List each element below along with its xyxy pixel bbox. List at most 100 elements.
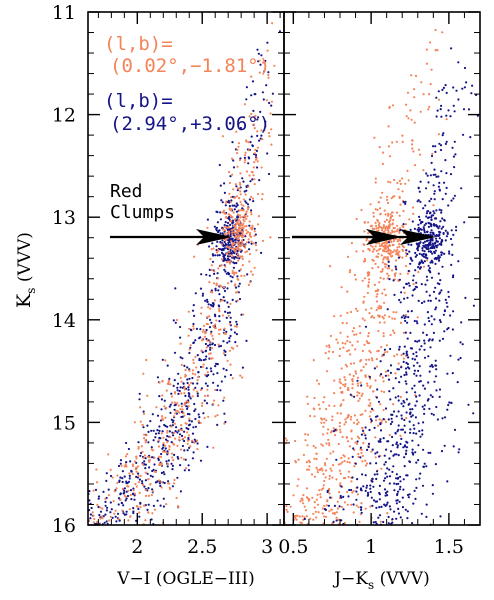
left-point-series-2 xyxy=(267,131,271,135)
right-point-series-2 xyxy=(411,448,414,451)
x-tick-label: 3 xyxy=(261,536,273,558)
right-point-series-2 xyxy=(444,229,447,232)
right-point-series-1 xyxy=(358,392,361,395)
right-point-series-2 xyxy=(374,415,378,418)
right-point-series-2 xyxy=(387,260,390,263)
right-point-series-1 xyxy=(359,360,362,363)
left-point-series-2 xyxy=(158,455,161,458)
right-point-series-2 xyxy=(383,503,386,506)
left-point-series-2 xyxy=(215,251,219,254)
left-point-series-2 xyxy=(172,459,175,462)
right-point-series-1 xyxy=(379,207,382,210)
right-point-series-2 xyxy=(403,418,406,422)
left-point-series-2 xyxy=(175,496,178,500)
right-point-series-1 xyxy=(405,115,408,118)
left-point-series-1 xyxy=(216,221,219,224)
right-point-series-2 xyxy=(446,232,449,235)
left-point-series-2 xyxy=(201,330,204,333)
left-point-series-2 xyxy=(219,300,222,303)
right-point-series-2 xyxy=(457,451,460,454)
left-point-series-1 xyxy=(200,359,203,362)
left-point-series-1 xyxy=(141,480,144,483)
left-point-series-2 xyxy=(210,268,213,272)
left-point-series-1 xyxy=(154,481,157,484)
left-point-series-1 xyxy=(268,101,271,105)
left-point-series-1 xyxy=(188,351,191,355)
right-point-series-1 xyxy=(301,499,304,502)
left-point-series-2 xyxy=(187,310,190,313)
left-point-series-2 xyxy=(208,340,212,343)
right-point-series-2 xyxy=(402,488,405,491)
right-point-series-1 xyxy=(356,376,360,379)
left-point-series-2 xyxy=(142,483,145,486)
left-point-series-1 xyxy=(158,436,161,439)
left-point-series-2 xyxy=(245,232,248,235)
left-point-series-1 xyxy=(94,488,98,491)
left-point-series-2 xyxy=(215,282,218,285)
left-point-series-2 xyxy=(264,125,267,128)
right-point-series-1 xyxy=(349,418,352,421)
right-point-series-1 xyxy=(340,505,343,509)
right-point-series-2 xyxy=(417,459,420,462)
x-tick-label: 0.5 xyxy=(278,536,308,558)
right-point-series-1 xyxy=(386,257,389,260)
right-point-series-1 xyxy=(412,150,415,153)
right-point-series-2 xyxy=(442,231,445,235)
left-point-series-2 xyxy=(145,434,148,437)
right-point-series-1 xyxy=(381,191,384,194)
right-point-series-2 xyxy=(432,290,436,293)
right-point-series-2 xyxy=(360,506,363,509)
right-point-series-1 xyxy=(404,182,407,185)
left-point-series-1 xyxy=(260,251,263,254)
right-point-series-2 xyxy=(384,472,387,475)
right-point-series-2 xyxy=(423,229,426,232)
right-point-series-1 xyxy=(377,306,380,309)
left-point-series-1 xyxy=(187,386,190,389)
left-point-series-2 xyxy=(150,493,153,497)
left-point-series-1 xyxy=(199,365,203,369)
left-point-series-1 xyxy=(228,204,231,208)
y-axis-label: Ks (VVV) xyxy=(13,232,38,308)
left-point-series-1 xyxy=(204,358,207,361)
right-point-series-1 xyxy=(361,454,364,457)
left-point-series-2 xyxy=(242,198,246,201)
left-point-series-1 xyxy=(254,241,257,244)
left-point-series-2 xyxy=(236,241,239,244)
right-point-series-2 xyxy=(359,456,362,459)
left-point-series-1 xyxy=(216,372,219,375)
right-point-series-2 xyxy=(362,429,365,432)
right-point-series-2 xyxy=(398,381,401,384)
right-point-series-2 xyxy=(362,485,365,488)
left-point-series-1 xyxy=(222,367,225,370)
left-point-series-1 xyxy=(102,515,105,518)
right-point-series-1 xyxy=(296,514,299,517)
right-point-series-1 xyxy=(344,342,347,345)
left-point-series-2 xyxy=(149,483,152,486)
right-point-series-2 xyxy=(429,250,432,253)
left-point-series-2 xyxy=(167,482,170,485)
right-point-series-1 xyxy=(321,507,324,510)
left-point-series-1 xyxy=(119,459,123,462)
right-point-series-1 xyxy=(425,48,428,51)
left-point-series-2 xyxy=(137,445,140,449)
right-point-series-2 xyxy=(398,500,401,503)
right-point-series-2 xyxy=(416,340,419,343)
right-point-series-1 xyxy=(411,139,414,142)
left-point-series-1 xyxy=(241,366,244,369)
left-point-series-1 xyxy=(125,510,128,513)
left-point-series-2 xyxy=(260,129,263,132)
left-point-series-1 xyxy=(172,434,175,437)
left-point-series-1 xyxy=(152,429,155,432)
left-point-series-1 xyxy=(162,497,165,500)
right-point-series-1 xyxy=(399,272,402,276)
right-point-series-1 xyxy=(354,307,358,310)
left-point-series-1 xyxy=(115,520,118,523)
left-point-series-2 xyxy=(214,388,217,392)
left-point-series-1 xyxy=(201,294,204,297)
right-point-series-1 xyxy=(402,209,405,213)
left-point-series-2 xyxy=(113,512,116,515)
right-point-series-1 xyxy=(349,269,352,272)
right-point-series-1 xyxy=(387,229,390,232)
left-point-series-2 xyxy=(183,388,186,391)
right-point-series-2 xyxy=(454,153,457,156)
